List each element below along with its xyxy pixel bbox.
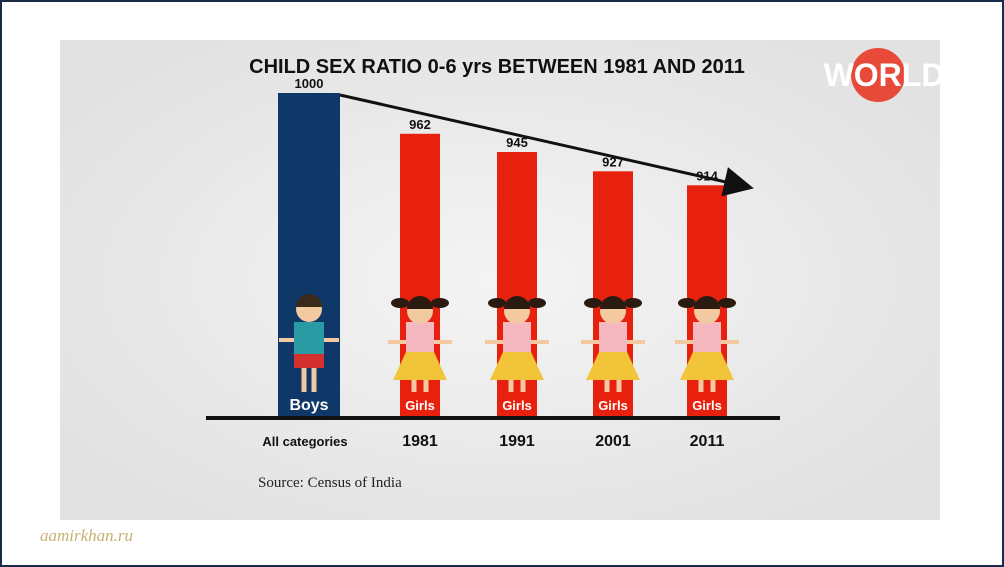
girl-figure: [485, 296, 549, 392]
hair: [600, 296, 626, 309]
bar-label: Boys: [289, 397, 328, 414]
pigtail: [488, 298, 506, 308]
bar-label: Girls: [405, 398, 435, 413]
chart-title: CHILD SEX RATIO 0-6 yrs BETWEEN 1981 AND…: [249, 56, 745, 78]
hair: [407, 296, 433, 309]
shorts: [294, 354, 324, 368]
top: [503, 322, 531, 354]
bar-label: Girls: [598, 398, 628, 413]
trend-arrow: [339, 93, 754, 197]
girl-figure: [581, 296, 645, 392]
bars: 1000 Boys All categories 962 Girls 1981 945 Gir…: [262, 76, 739, 450]
pigtail: [391, 298, 409, 308]
x-tick-label: All categories: [262, 434, 347, 449]
hair: [694, 296, 720, 309]
top: [693, 322, 721, 354]
pigtail: [584, 298, 602, 308]
x-tick-label: 2011: [690, 433, 725, 450]
hair: [296, 294, 322, 307]
girl-figure: [675, 296, 739, 392]
skirt: [393, 352, 447, 380]
boy-figure: [279, 294, 339, 392]
skirt: [490, 352, 544, 380]
x-tick-label: 2001: [595, 433, 631, 450]
source: Source: Census of India: [258, 475, 402, 491]
bar-label: Girls: [502, 398, 532, 413]
girl-figure: [388, 296, 452, 392]
logo: WORLD: [824, 57, 945, 93]
x-tick-label: 1991: [499, 433, 535, 450]
skirt: [586, 352, 640, 380]
value-label: 945: [506, 135, 528, 150]
pigtail: [678, 298, 696, 308]
value-label: 962: [409, 117, 431, 132]
pigtail: [431, 298, 449, 308]
watermark: aamirkhan.ru: [40, 526, 133, 545]
pigtail: [718, 298, 736, 308]
value-label: 1000: [295, 76, 324, 91]
pigtail: [624, 298, 642, 308]
logo-badge: [851, 48, 905, 102]
bar-label: Girls: [692, 398, 722, 413]
shirt: [294, 322, 324, 356]
skirt: [680, 352, 734, 380]
top: [599, 322, 627, 354]
top: [406, 322, 434, 354]
x-tick-label: 1981: [402, 433, 438, 450]
pigtail: [528, 298, 546, 308]
hair: [504, 296, 530, 309]
